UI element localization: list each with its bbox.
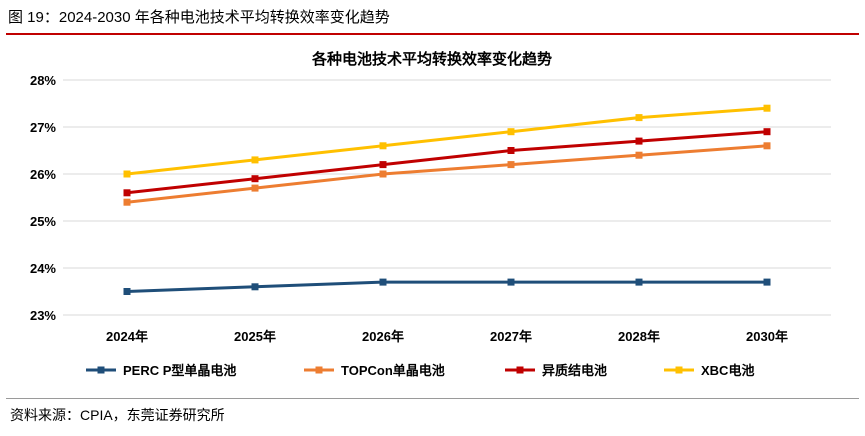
legend-label: PERC P型单晶电池	[123, 363, 236, 378]
legend-marker	[675, 366, 683, 374]
legend-item: XBC电池	[664, 363, 754, 378]
source-rule	[6, 398, 859, 399]
y-tick-label: 27%	[30, 120, 56, 135]
data-point	[379, 278, 387, 286]
data-point	[379, 170, 387, 178]
series-line	[126, 130, 768, 195]
x-tick-label: 2030年	[746, 329, 788, 344]
data-point	[763, 278, 771, 286]
data-point	[123, 288, 131, 295]
legend-label: TOPCon单晶电池	[341, 363, 445, 378]
data-point	[763, 128, 771, 136]
x-tick-label: 2024年	[106, 329, 148, 344]
series-line	[126, 280, 767, 293]
x-tick-label: 2027年	[490, 329, 532, 344]
x-tick-label: 2028年	[618, 329, 660, 344]
caption-rule	[6, 33, 859, 35]
legend-marker	[315, 366, 323, 374]
data-point	[123, 170, 131, 178]
data-point	[507, 161, 515, 169]
data-point	[763, 142, 771, 150]
data-point	[379, 142, 387, 150]
data-point	[123, 189, 131, 197]
data-point	[635, 278, 643, 286]
legend-item: TOPCon单晶电池	[304, 363, 445, 378]
data-point	[251, 156, 259, 164]
data-point	[507, 147, 515, 154]
y-tick-label: 23%	[30, 308, 56, 323]
series-1	[123, 278, 771, 295]
legend-label: XBC电池	[701, 363, 754, 378]
y-tick-label: 26%	[30, 167, 56, 182]
data-point	[507, 278, 515, 286]
data-point	[635, 114, 643, 122]
series-line	[126, 144, 768, 204]
y-tick-label: 25%	[30, 214, 56, 229]
data-point	[635, 151, 643, 159]
x-tick-label: 2026年	[362, 329, 404, 344]
data-point	[763, 104, 771, 112]
data-point	[251, 175, 259, 183]
series-4	[123, 104, 771, 178]
data-point	[251, 184, 259, 192]
legend-item: PERC P型单晶电池	[86, 363, 236, 378]
legend-label: 异质结电池	[542, 363, 607, 378]
series-2	[123, 142, 771, 206]
source-note: 资料来源：CPIA，东莞证券研究所	[10, 407, 225, 423]
legend-marker	[97, 366, 105, 374]
series-line	[126, 106, 768, 176]
series-3	[123, 128, 771, 197]
y-tick-label: 24%	[30, 261, 56, 276]
y-tick-label: 28%	[30, 73, 56, 88]
figure-caption: 图 19：2024-2030 年各种电池技术平均转换效率变化趋势	[8, 9, 390, 26]
legend-item: 异质结电池	[505, 363, 607, 378]
chart-title: 各种电池技术平均转换效率变化趋势	[311, 50, 552, 68]
data-point	[635, 137, 643, 145]
data-point	[251, 283, 259, 291]
data-point	[379, 161, 387, 169]
data-point	[507, 128, 515, 136]
legend-marker	[516, 366, 524, 374]
x-tick-label: 2025年	[234, 329, 276, 344]
data-point	[123, 198, 131, 206]
